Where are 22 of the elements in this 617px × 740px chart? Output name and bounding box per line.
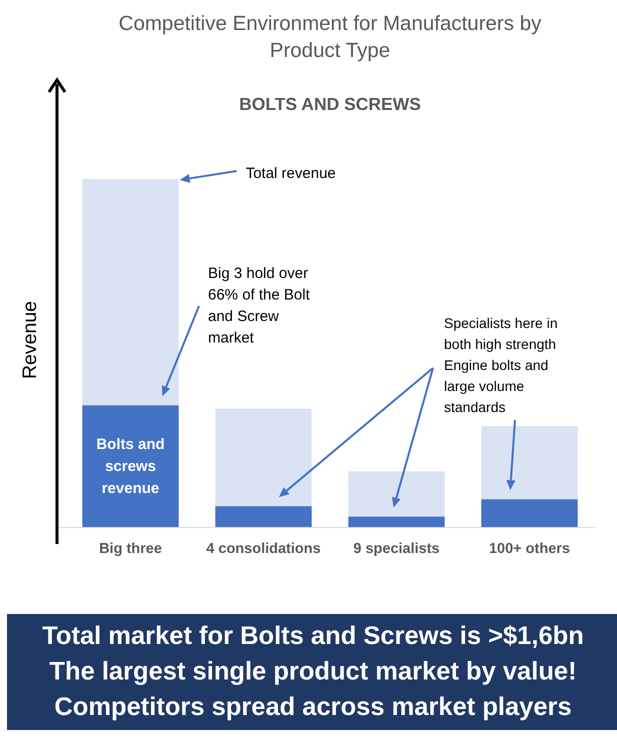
chart-title: Competitive Environment for Manufacturers by Product Type	[118, 12, 542, 62]
series-label: Bolts and screws revenue	[96, 436, 165, 497]
x-tick-label: 4 consolidations	[206, 541, 321, 557]
annotation: Big 3 hold over 66% of the Bolt and Screw market	[208, 264, 311, 346]
x-tick-label: 9 specialists	[353, 541, 440, 557]
bar	[82, 179, 179, 406]
text: Total market for Bolts and Screws is >$1,6bn	[42, 622, 584, 650]
text: Competitors spread across market players	[54, 693, 572, 721]
bar	[348, 471, 445, 517]
x-tick-label: 100+ others	[488, 541, 570, 557]
bar	[82, 405, 179, 527]
chart-subtitle: BOLTS AND SCREWS	[239, 94, 421, 114]
bar	[348, 516, 445, 527]
bar	[481, 499, 578, 527]
bar	[215, 506, 312, 527]
text: The largest single product market by value!	[49, 658, 577, 686]
annotation: Total revenue	[246, 164, 336, 182]
x-tick-label: Big three	[99, 541, 162, 557]
bar	[215, 408, 312, 506]
y-axis-title: Revenue	[19, 300, 41, 380]
annotation: Specialists here in both high strength Engine bolts and large volume standards	[444, 315, 558, 415]
bar	[481, 426, 578, 500]
